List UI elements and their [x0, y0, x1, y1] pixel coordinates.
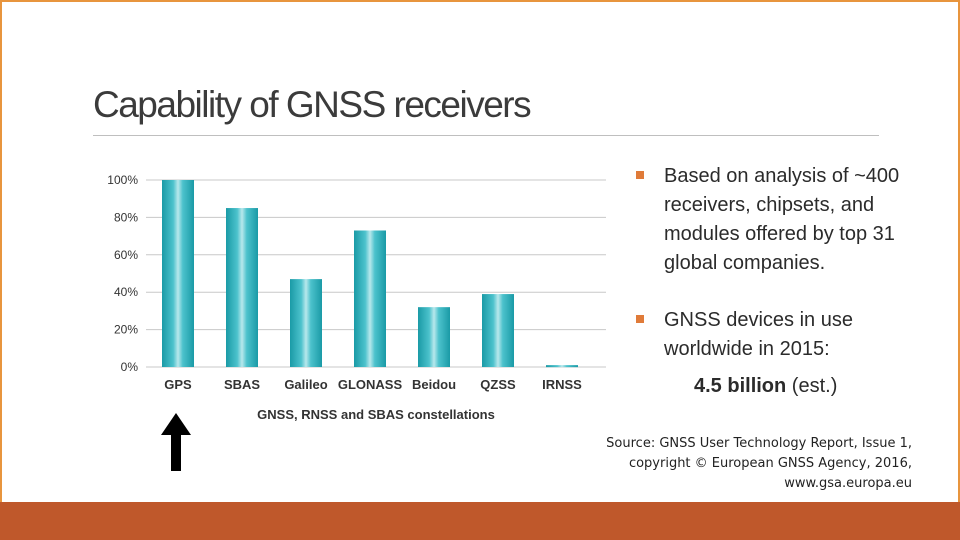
- bar-chart: 0% 20% 40% 60% 80% 100% GPS SBAS Galileo GLONASS…: [107, 173, 606, 422]
- device-estimate: 4.5 billion (est.): [694, 375, 837, 398]
- y-tick-label: 40%: [114, 285, 138, 299]
- bullet-marker: [636, 171, 644, 179]
- bullet-marker: [636, 315, 644, 323]
- source-citation: Source: GNSS User Technology Report, Iss…: [582, 434, 912, 494]
- category-label: GPS: [164, 377, 192, 392]
- y-tick-label: 20%: [114, 323, 138, 337]
- category-label: Beidou: [412, 377, 456, 392]
- bar-sbas: [226, 208, 258, 367]
- source-line: www.gsa.europa.eu: [784, 476, 912, 491]
- estimate-value: 4.5 billion: [694, 375, 787, 397]
- bar-glonass: [354, 230, 386, 367]
- bar-beidou: [418, 307, 450, 367]
- bottom-band: [0, 502, 960, 540]
- bullet-item: GNSS devices in use worldwide in 2015:: [636, 306, 936, 364]
- source-line: Source: GNSS User Technology Report, Iss…: [606, 436, 912, 451]
- bullet-list: Based on analysis of ~400 receivers, chi…: [636, 162, 936, 392]
- bullet-text: Based on analysis of ~400 receivers, chi…: [664, 165, 900, 274]
- bullet-item: Based on analysis of ~400 receivers, chi…: [636, 162, 936, 278]
- x-axis-label: GNSS, RNSS and SBAS constellations: [257, 407, 495, 422]
- category-label: IRNSS: [542, 377, 582, 392]
- bar-qzss: [482, 294, 514, 367]
- y-tick-label: 60%: [114, 248, 138, 262]
- bullet-text: GNSS devices in use worldwide in 2015:: [664, 309, 853, 360]
- bar-gps: [162, 180, 194, 367]
- source-line: copyright © European GNSS Agency, 2016,: [628, 456, 912, 471]
- category-label: SBAS: [224, 377, 260, 392]
- title-divider: [93, 135, 879, 136]
- category-label: QZSS: [480, 377, 516, 392]
- up-arrow-icon: [161, 413, 191, 471]
- estimate-suffix: (est.): [786, 375, 838, 397]
- bar-galileo: [290, 279, 322, 367]
- slide-frame: [0, 0, 960, 502]
- slide-title: Capability of GNSS receivers: [93, 84, 532, 125]
- y-tick-label: 100%: [107, 173, 138, 187]
- y-tick-label: 80%: [114, 210, 138, 224]
- bar-irnss: [546, 365, 578, 368]
- y-tick-label: 0%: [121, 360, 139, 374]
- category-label: Galileo: [284, 377, 327, 392]
- category-label: GLONASS: [338, 377, 403, 392]
